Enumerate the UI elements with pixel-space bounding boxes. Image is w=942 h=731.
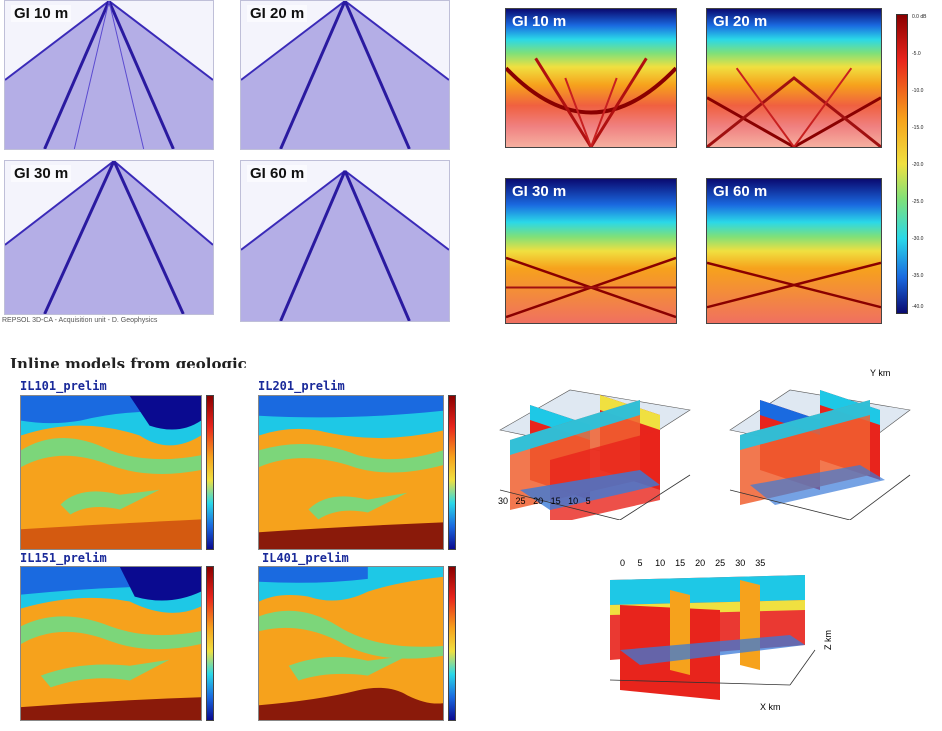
model-title-il101: IL101_prelim (20, 379, 107, 393)
y-axis-label: Y km (870, 368, 891, 378)
model-colorbar (206, 395, 214, 550)
model-colorbar (448, 566, 456, 721)
model-title-il401: IL401_prelim (262, 551, 349, 565)
fence-plot-3d-right: Y km (720, 360, 920, 520)
model-panel-il101 (20, 395, 202, 550)
y-tick: 10 (568, 496, 579, 506)
y-tick: 25 (515, 496, 526, 506)
spectrum-panel-gi10: GI 10 m (505, 8, 677, 148)
spectrum-label-gi30: GI 30 m (512, 183, 567, 200)
spectrum-label-gi60: GI 60 m (713, 183, 768, 200)
spectrum-plot (707, 179, 881, 323)
model-title-il201: IL201_prelim (258, 379, 345, 393)
colorbar-tick: -35.0 (912, 273, 924, 279)
spectrum-panel-gi60: GI 60 m (706, 178, 882, 324)
x-tick: 20 (695, 558, 706, 568)
fence-plot-3d-bottom: 0 5 10 15 20 25 30 35 X km Z km (590, 550, 840, 725)
model-section (259, 567, 443, 720)
spectrum-plot (506, 179, 676, 323)
x-tick: 30 (735, 558, 746, 568)
z-axis-label: Z km (823, 630, 833, 650)
spectrum-plot (707, 9, 881, 147)
gather-label-gi20: GI 20 m (247, 5, 308, 22)
gather-plot (5, 161, 213, 314)
gather-footer-note: REPSOL 3D-CA - Acquisition unit - D. Geo… (2, 317, 158, 324)
gather-plot (241, 161, 449, 321)
colorbar-tick: -15.0 (912, 125, 924, 131)
fence-diagram (499, 389, 691, 520)
gather-plot (5, 1, 213, 149)
x-tick: 10 (655, 558, 666, 568)
model-panel-il151 (20, 566, 202, 721)
spectrum-panel-gi20: GI 20 m (706, 8, 882, 148)
colorbar-tick: -25.0 (912, 199, 924, 205)
model-colorbar (448, 395, 456, 550)
colorbar-tick: -5.0 (912, 51, 921, 57)
x-axis-label: X km (760, 702, 781, 712)
y-tick: 5 (585, 496, 591, 506)
fence-plot-3d-left: 30 25 20 15 10 5 (490, 360, 710, 520)
fence-diagram (609, 575, 816, 700)
y-tick: 30 (498, 496, 509, 506)
y-tick-labels: 30 25 20 15 10 5 (498, 496, 591, 506)
model-section (21, 567, 201, 720)
spectrum-panel-gi30: GI 30 m (505, 178, 677, 324)
colorbar-tick: -40.0 (912, 304, 924, 310)
colorbar-tick: -20.0 (912, 162, 924, 168)
model-colorbar (206, 566, 214, 721)
fence-diagram (729, 389, 911, 520)
spectrum-plot (506, 9, 676, 147)
gather-label-gi60: GI 60 m (247, 165, 308, 182)
colorbar-tick: -30.0 (912, 236, 924, 242)
gather-panel-gi60: GI 60 m (240, 160, 450, 322)
spectrum-label-gi10: GI 10 m (512, 13, 567, 30)
model-section (21, 396, 201, 549)
x-tick: 0 (620, 558, 626, 568)
spectrum-label-gi20: GI 20 m (713, 13, 768, 30)
models-heading: Inline models from geologic (10, 355, 247, 368)
y-tick: 15 (550, 496, 561, 506)
model-title-il151: IL151_prelim (20, 551, 107, 565)
x-tick: 15 (675, 558, 686, 568)
model-section (259, 396, 443, 549)
gather-panel-gi10: GI 10 m (4, 0, 214, 150)
spectrum-colorbar (896, 14, 908, 314)
colorbar-tick: 0.0 dB (912, 14, 927, 20)
gather-label-gi30: GI 30 m (11, 165, 72, 182)
x-tick: 35 (755, 558, 766, 568)
model-panel-il201 (258, 395, 444, 550)
model-panel-il401 (258, 566, 444, 721)
gather-plot (241, 1, 449, 149)
x-tick: 25 (715, 558, 726, 568)
gather-panel-gi30: GI 30 m (4, 160, 214, 315)
x-tick: 5 (637, 558, 643, 568)
colorbar-tick: -10.0 (912, 88, 924, 94)
y-tick: 20 (533, 496, 544, 506)
x-tick-labels-top: 0 5 10 15 20 25 30 35 (620, 558, 765, 568)
gather-panel-gi20: GI 20 m (240, 0, 450, 150)
gather-label-gi10: GI 10 m (11, 5, 72, 22)
